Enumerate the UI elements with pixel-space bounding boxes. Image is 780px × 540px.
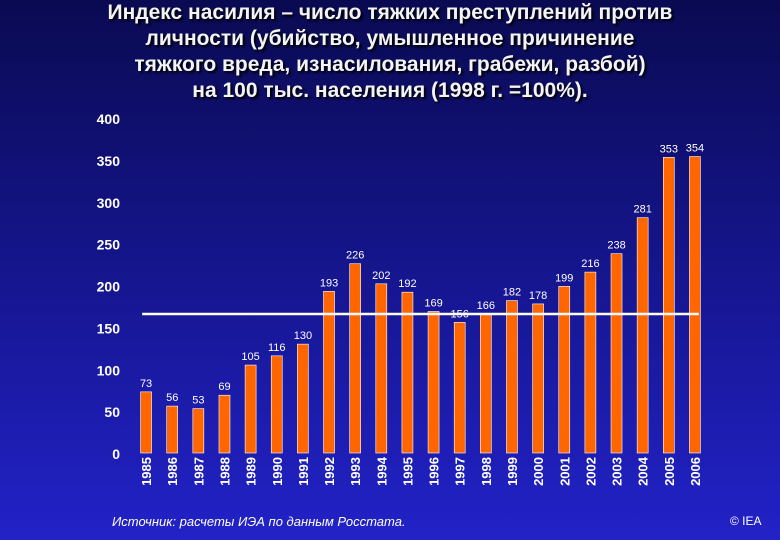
y-tick-label: 100 — [97, 362, 121, 378]
data-label: 182 — [503, 287, 521, 299]
y-tick-label: 350 — [97, 153, 121, 169]
bar — [349, 263, 361, 454]
x-tick-label: 1985 — [139, 457, 154, 486]
data-label: 353 — [660, 143, 678, 155]
y-tick-label: 400 — [97, 111, 121, 127]
y-tick-label: 250 — [97, 237, 121, 253]
data-label: 192 — [398, 278, 416, 290]
bar — [427, 311, 440, 454]
data-label: 130 — [294, 330, 312, 342]
data-label: 73 — [140, 378, 152, 390]
data-label: 166 — [477, 300, 495, 312]
x-tick-label: 2000 — [531, 457, 546, 486]
x-tick-label: 2001 — [557, 457, 572, 486]
bar — [140, 391, 152, 454]
bar — [192, 408, 205, 454]
x-tick-label: 1987 — [191, 457, 206, 486]
bar — [323, 291, 335, 454]
x-tick-label: 2005 — [662, 457, 677, 486]
bar — [610, 253, 623, 454]
data-label: 281 — [633, 204, 651, 216]
data-label: 169 — [424, 297, 442, 309]
bar — [218, 394, 231, 454]
data-label: 202 — [372, 270, 390, 282]
data-label: 56 — [166, 392, 178, 404]
data-label: 354 — [686, 143, 704, 155]
bar — [558, 286, 571, 454]
data-label: 178 — [529, 290, 547, 302]
bar — [689, 156, 701, 454]
bar — [297, 343, 309, 454]
data-label: 199 — [555, 272, 573, 284]
title-line: Индекс насилия – число тяжких преступлен… — [107, 1, 673, 24]
x-tick-label: 2003 — [610, 457, 625, 486]
x-tick-label: 1998 — [479, 457, 494, 486]
bar — [584, 271, 597, 454]
x-tick-label: 2004 — [636, 456, 651, 486]
x-tick-label: 1996 — [427, 457, 442, 486]
bar — [401, 291, 414, 454]
chart-title: Индекс насилия – число тяжких преступлен… — [0, 0, 780, 104]
data-label: 226 — [346, 250, 364, 262]
data-label: 116 — [268, 342, 286, 354]
data-label: 193 — [320, 277, 338, 289]
x-tick-label: 1991 — [296, 457, 311, 486]
bar — [166, 405, 179, 454]
x-tick-label: 1989 — [244, 457, 259, 486]
y-tick-label: 200 — [97, 279, 121, 295]
bar — [270, 355, 283, 454]
data-label: 105 — [241, 351, 259, 363]
x-tick-label: 1986 — [165, 457, 180, 486]
bar — [453, 322, 466, 454]
bar — [375, 283, 388, 454]
bar — [244, 364, 257, 454]
y-tick-label: 0 — [112, 446, 120, 462]
x-tick-label: 1990 — [270, 457, 285, 486]
title-line: на 100 тыс. населения (1998 г. =100%). — [192, 79, 588, 102]
y-tick-label: 150 — [97, 320, 121, 336]
bar — [506, 300, 518, 454]
source-note: Источник: расчеты ИЭА по данным Росстата… — [112, 514, 406, 529]
x-tick-label: 2002 — [583, 457, 598, 486]
data-label: 216 — [581, 258, 599, 270]
x-tick-label: 1997 — [453, 457, 468, 486]
data-label: 53 — [192, 395, 204, 407]
x-tick-label: 1988 — [217, 457, 232, 486]
x-tick-label: 1994 — [374, 456, 389, 486]
x-tick-label: 1993 — [348, 457, 363, 486]
x-tick-label: 1995 — [400, 457, 415, 486]
bar — [532, 303, 544, 454]
copyright-label: © IEA — [730, 514, 762, 528]
bar — [480, 313, 492, 454]
data-label: 69 — [218, 381, 230, 393]
title-line: тяжкого вреда, изнасилования, грабежи, р… — [134, 53, 646, 76]
x-tick-label: 1992 — [322, 457, 337, 486]
bar — [662, 157, 675, 454]
x-tick-label: 1999 — [505, 457, 520, 486]
data-label: 238 — [607, 240, 625, 252]
y-tick-label: 300 — [97, 195, 121, 211]
x-tick-label: 2006 — [688, 457, 703, 486]
y-tick-label: 50 — [104, 404, 120, 420]
title-line: личности (убийство, умышленное причинени… — [145, 27, 635, 50]
bar — [636, 217, 649, 454]
